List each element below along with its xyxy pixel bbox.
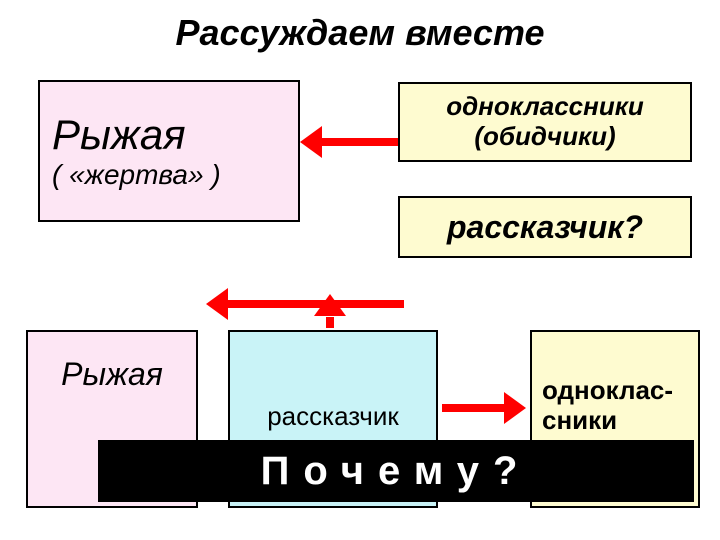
arrow-head-icon — [504, 392, 526, 424]
arrow-vertical-up — [326, 317, 334, 328]
box-bl-line1: Рыжая — [61, 356, 163, 393]
arrow-head-icon — [314, 294, 346, 316]
box-trl-line1: рассказчик? — [447, 209, 643, 246]
arrow-classmates-to-victim — [319, 138, 398, 146]
banner-pochemu: Почему? — [98, 440, 694, 502]
box-odnoklassniki-obidchiki: одноклассники (обидчики) — [398, 82, 692, 162]
arrow-narrator-to-classmates — [442, 404, 507, 412]
arrow-head-icon — [206, 288, 228, 320]
slide-title: Рассуждаем вместе — [0, 12, 720, 54]
box-ryzhaya-zhertva: Рыжая ( «жертва» ) — [38, 80, 300, 222]
box-tru-line1: одноклассники — [446, 92, 644, 122]
box-br-line1: одноклас- — [542, 376, 673, 406]
arrow-head-icon — [300, 126, 322, 158]
box-tru-line2: (обидчики) — [474, 122, 615, 152]
box-top-left-line2: ( «жертва» ) — [52, 159, 221, 191]
box-br-line2: сники — [542, 406, 617, 436]
box-bm-line1: рассказчик — [267, 402, 399, 432]
box-rasskazchik-question: рассказчик? — [398, 196, 692, 258]
box-top-left-line1: Рыжая — [52, 111, 186, 159]
